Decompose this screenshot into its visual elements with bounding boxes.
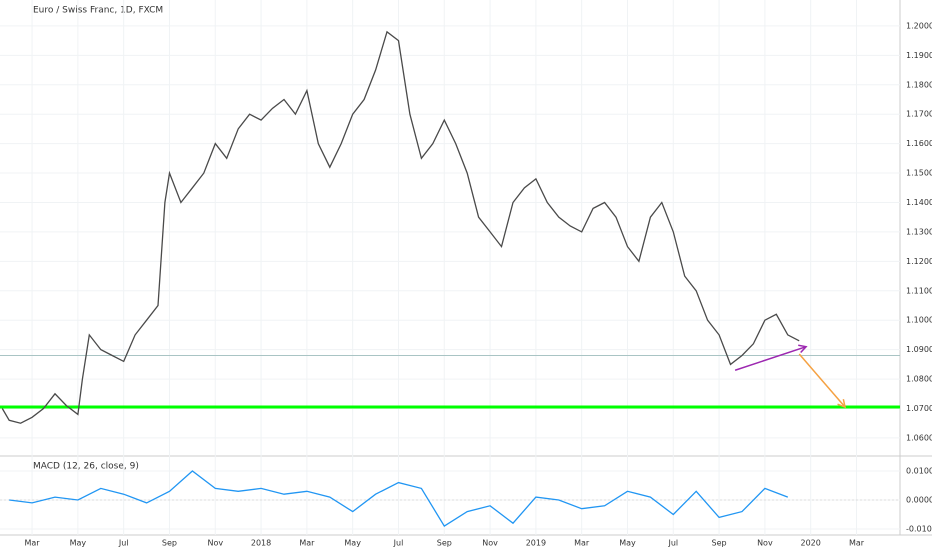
y-tick-label: 1.14000 <box>906 198 932 207</box>
arrow-head <box>837 399 847 409</box>
y-tick-label: 1.19000 <box>906 51 932 60</box>
x-tick-label: 2020 <box>801 539 821 548</box>
arrow-head <box>798 344 808 354</box>
y-tick-label: 1.07000 <box>906 404 932 413</box>
x-tick-label: May <box>619 539 636 548</box>
price-line <box>1 30 800 424</box>
trend-line <box>734 345 807 371</box>
x-tick-label: Mar <box>849 539 865 548</box>
y-tick-label: 0.00000 <box>906 495 932 504</box>
price-line <box>9 470 789 528</box>
y-tick-label: 1.11000 <box>906 286 932 295</box>
y-tick-label: 1.20000 <box>906 21 932 30</box>
y-tick-label: 1.10000 <box>906 316 932 325</box>
x-tick-label: Mar <box>574 539 590 548</box>
x-tick-label: 2019 <box>526 539 546 548</box>
x-tick-label: Nov <box>482 539 498 548</box>
x-tick-label: Mar <box>299 539 315 548</box>
x-tick-label: Sep <box>437 539 452 548</box>
x-tick-label: May <box>344 539 361 548</box>
chart-title: Euro / Swiss Franc, 1D, FXCM <box>33 6 163 16</box>
x-tick-label: Sep <box>162 539 177 548</box>
x-tick-label: Mar <box>25 539 41 548</box>
y-tick-label: 1.08000 <box>906 375 932 384</box>
macd-title: MACD (12, 26, close, 9) <box>33 462 139 472</box>
y-tick-label: 1.06000 <box>906 433 932 442</box>
y-tick-label: 1.18000 <box>906 80 932 89</box>
y-tick-label: 1.09000 <box>906 345 932 354</box>
x-tick-label: Jul <box>667 539 678 548</box>
x-tick-label: Nov <box>757 539 773 548</box>
y-tick-label: 1.17000 <box>906 110 932 119</box>
y-tick-label: 1.16000 <box>906 139 932 148</box>
x-tick-label: Nov <box>207 539 223 548</box>
x-tick-label: Jul <box>393 539 404 548</box>
x-tick-label: 2018 <box>251 539 271 548</box>
trend-line <box>798 353 846 408</box>
x-tick-label: May <box>70 539 87 548</box>
y-tick-label: 1.15000 <box>906 169 932 178</box>
y-tick-label: 1.12000 <box>906 257 932 266</box>
x-tick-label: Sep <box>712 539 727 548</box>
y-tick-label: 1.13000 <box>906 227 932 236</box>
x-tick-label: Jul <box>118 539 129 548</box>
